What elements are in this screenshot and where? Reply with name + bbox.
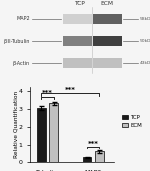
- Bar: [93, 14, 122, 24]
- Bar: [93, 58, 122, 68]
- Bar: [83, 157, 92, 162]
- Bar: [37, 108, 46, 162]
- Text: 58kDa: 58kDa: [140, 17, 150, 21]
- Text: βIII-Tubulin: βIII-Tubulin: [4, 38, 30, 44]
- Legend: TCP, ECM: TCP, ECM: [122, 115, 142, 128]
- Bar: [95, 151, 104, 162]
- Text: β-Actin: β-Actin: [13, 61, 30, 66]
- Text: 43kDa: 43kDa: [140, 61, 150, 65]
- Text: TCP: TCP: [74, 1, 85, 6]
- Text: ***: ***: [42, 90, 53, 96]
- Text: 50kDa: 50kDa: [140, 39, 150, 43]
- Text: MAP2: MAP2: [16, 16, 30, 21]
- Bar: [63, 14, 92, 24]
- Y-axis label: Relative Quantification: Relative Quantification: [13, 91, 18, 158]
- Text: ***: ***: [65, 87, 76, 93]
- Bar: [63, 58, 92, 68]
- Text: ***: ***: [88, 141, 99, 147]
- Text: ECM: ECM: [100, 1, 113, 6]
- Bar: [50, 103, 58, 162]
- Bar: [63, 36, 92, 46]
- Bar: [93, 36, 122, 46]
